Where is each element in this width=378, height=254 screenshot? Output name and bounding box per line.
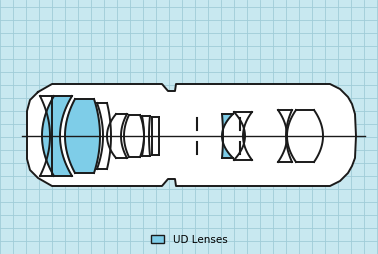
Polygon shape [27, 84, 356, 186]
Polygon shape [124, 115, 144, 157]
Polygon shape [142, 116, 150, 156]
Polygon shape [42, 96, 72, 176]
Polygon shape [222, 114, 233, 158]
Polygon shape [40, 96, 52, 176]
Legend: UD Lenses: UD Lenses [147, 230, 231, 249]
Polygon shape [234, 112, 252, 160]
Polygon shape [97, 103, 111, 169]
Polygon shape [287, 110, 323, 162]
Polygon shape [278, 110, 292, 162]
Polygon shape [107, 114, 127, 158]
Polygon shape [152, 117, 159, 155]
Polygon shape [65, 99, 100, 173]
